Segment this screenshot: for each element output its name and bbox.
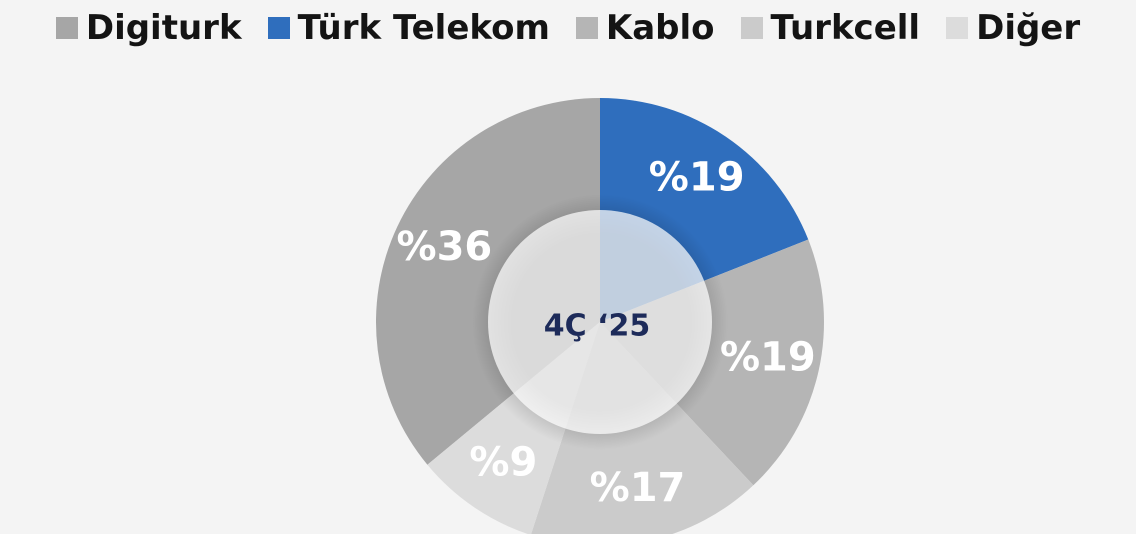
legend-swatch [575,17,598,39]
value-label: %36 [396,224,492,270]
legend-item: Turkcell [740,8,921,48]
legend-item: Türk Telekom [267,8,550,48]
value-label: %17 [590,465,686,511]
legend-item: Diğer [946,8,1080,48]
legend: Digiturk Türk Telekom Kablo Turkcell Diğer [0,8,1136,48]
legend-label: Digiturk [85,8,242,48]
value-label: %19 [720,335,816,381]
center-label: 4Ç ‘25 [544,309,650,344]
value-label: %19 [649,155,745,201]
donut-hole [488,210,712,434]
legend-swatch [55,17,78,39]
value-label: %9 [469,439,537,485]
legend-label: Turkcell [770,8,921,48]
legend-item: Digiturk [55,8,242,48]
legend-item: Kablo [575,8,715,48]
legend-swatch [267,17,290,39]
legend-swatch [946,17,969,39]
legend-label: Diğer [976,8,1081,48]
legend-label: Kablo [605,8,715,48]
legend-label: Türk Telekom [297,8,550,48]
legend-swatch [740,17,763,39]
